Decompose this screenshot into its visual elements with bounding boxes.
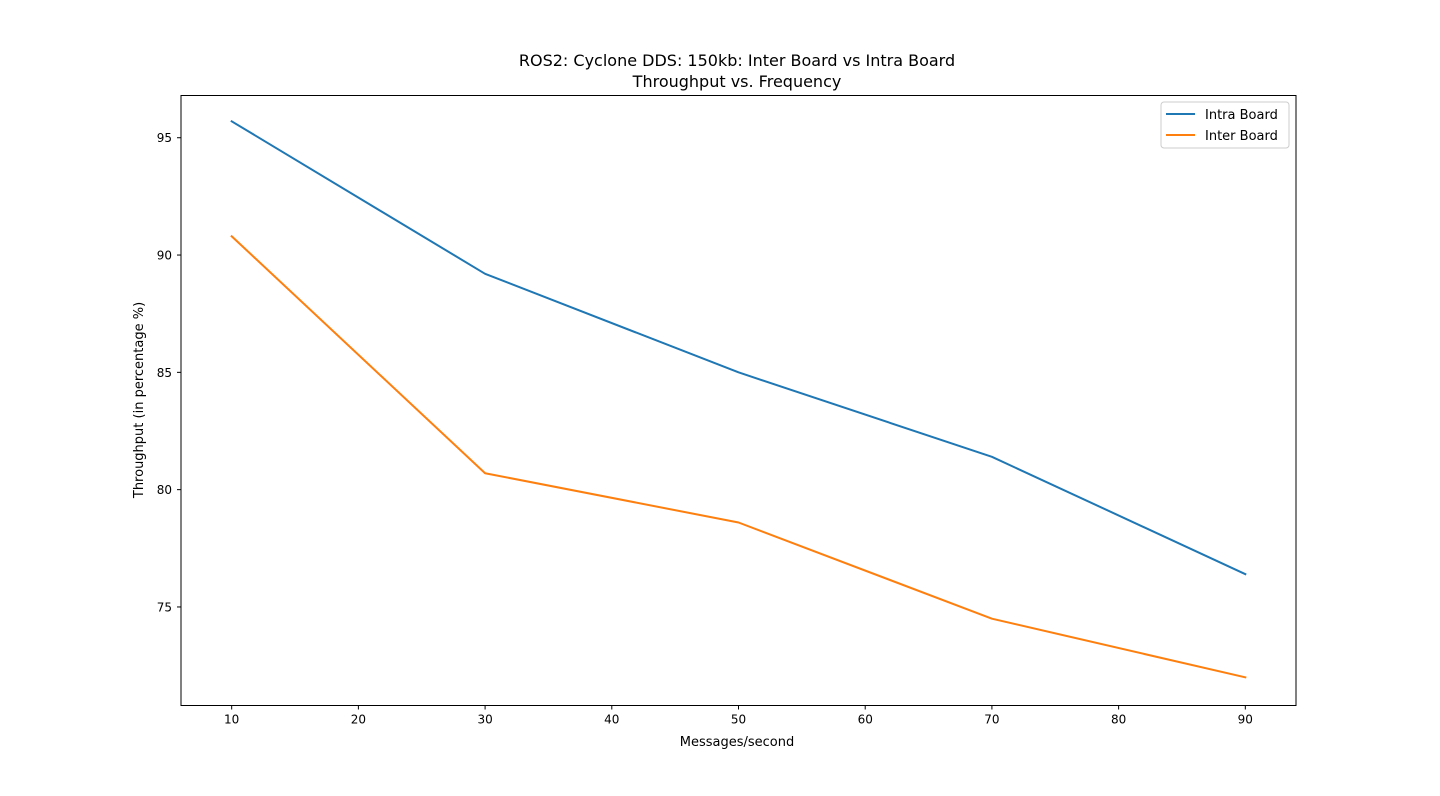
x-tick-label: 60 (858, 713, 873, 727)
x-axis-label: Messages/second (680, 735, 795, 750)
legend-label-intra-board: Intra Board (1205, 108, 1278, 123)
chart-subtitle: Throughput vs. Frequency (632, 72, 842, 91)
y-tick-label: 95 (157, 131, 172, 145)
legend-label-inter-board: Inter Board (1205, 129, 1278, 144)
x-tick-label: 40 (604, 713, 619, 727)
legend: Intra Board Inter Board (1161, 102, 1289, 148)
x-tick-label: 70 (984, 713, 999, 727)
x-tick-label: 20 (351, 713, 366, 727)
y-tick-label: 75 (157, 600, 172, 614)
series-line-intra-board (232, 121, 1246, 574)
x-tick-label: 10 (224, 713, 239, 727)
x-tick-label: 80 (1111, 713, 1126, 727)
x-tick-label: 50 (731, 713, 746, 727)
y-axis-label: Throughput (in percentage %) (132, 302, 147, 499)
x-tick-label: 90 (1238, 713, 1253, 727)
plot-frame (181, 96, 1296, 706)
y-tick-label: 85 (157, 366, 172, 380)
plot-marks: 10 20 30 40 50 60 70 80 90 75 80 85 90 95 (157, 121, 1253, 726)
y-tick-label: 90 (157, 249, 172, 263)
x-tick-label: 30 (477, 713, 492, 727)
y-tick-label: 80 (157, 483, 172, 497)
series-line-inter-board (232, 236, 1246, 677)
chart-title: ROS2: Cyclone DDS: 150kb: Inter Board vs… (519, 51, 955, 70)
